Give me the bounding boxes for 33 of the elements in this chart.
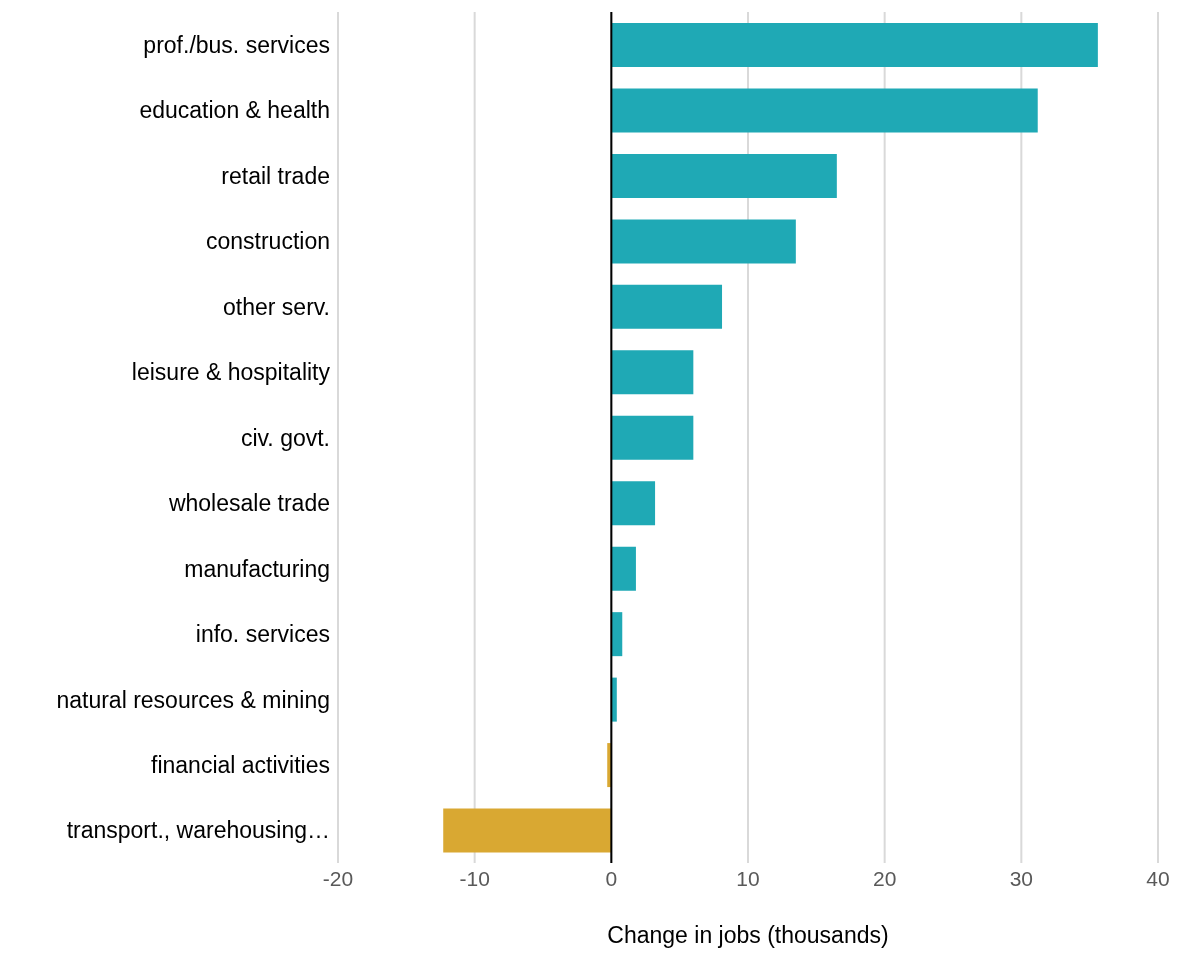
y-tick-label: leisure & hospitality <box>131 359 331 386</box>
y-tick-label: natural resources & mining <box>56 686 330 713</box>
bar <box>611 219 796 264</box>
bar <box>611 284 723 329</box>
x-tick-label: 40 <box>1146 866 1170 890</box>
y-tick-label: civ. govt. <box>240 424 330 451</box>
y-tick-label: prof./bus. services <box>143 31 330 58</box>
x-tick-label: 0 <box>605 866 618 890</box>
bar <box>611 88 1038 133</box>
bar <box>443 808 612 853</box>
x-tick-label: -10 <box>459 866 490 890</box>
x-axis-title: Change in jobs (thousands) <box>607 922 889 948</box>
y-tick-label: wholesale trade <box>167 490 330 517</box>
x-tick-label: -20 <box>322 866 354 890</box>
bar <box>611 612 623 657</box>
bar <box>611 23 1098 67</box>
bar <box>611 415 694 460</box>
y-tick-label: info. services <box>195 621 330 648</box>
x-tick-label: 10 <box>736 866 760 890</box>
bar <box>611 153 837 198</box>
y-tick-label: manufacturing <box>184 555 330 582</box>
x-tick-label: 20 <box>872 866 897 890</box>
y-tick-label: transport., warehousing… <box>66 817 330 844</box>
bar <box>611 481 656 526</box>
y-tick-label: other serv. <box>223 293 330 320</box>
bar <box>611 677 617 722</box>
y-tick-label: education & health <box>139 97 330 124</box>
y-tick-label: retail trade <box>221 162 330 189</box>
y-tick-label: construction <box>205 228 330 255</box>
x-tick-label: 30 <box>1009 866 1034 890</box>
bar <box>611 350 694 395</box>
y-tick-label: financial activities <box>151 751 330 778</box>
bar <box>611 546 636 591</box>
